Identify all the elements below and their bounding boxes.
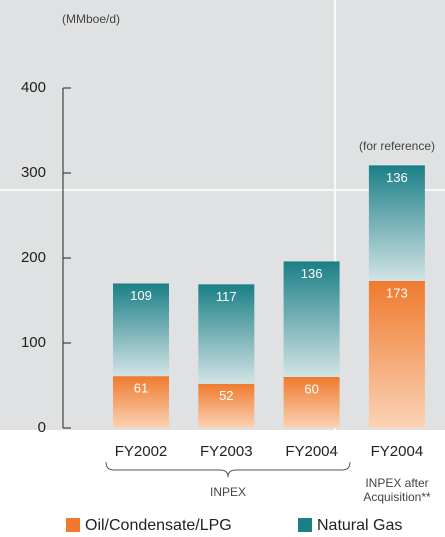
value-label: 52 [219,388,233,403]
bar-segment [368,280,425,428]
value-label: 136 [386,170,408,185]
value-label: 61 [134,381,148,396]
value-label: 109 [130,288,152,303]
bar-segment [198,383,255,428]
x-tick-label: FY2002 [115,443,168,460]
x-tick-label: FY2004 [285,443,338,460]
y-tick-label: 300 [21,164,46,181]
y-tick-label: 200 [21,249,46,266]
legend-swatch [66,518,80,532]
value-label: 136 [301,266,323,281]
legend-label: Oil/Condensate/LPG [85,517,232,534]
legend-label: Natural Gas [317,517,402,534]
brace [105,461,351,478]
legend-swatch [298,518,312,532]
value-label: 60 [304,381,318,396]
bar-segment [113,283,169,377]
acquisition-label: Acquisition** [363,490,431,504]
bar-segment [283,377,340,428]
y-tick-label: 0 [38,419,46,436]
value-label: 173 [386,285,408,300]
bar-segment [113,376,169,428]
x-tick-label: FY2003 [200,443,253,460]
y-tick-label: 100 [21,334,46,351]
bar-segment [198,284,255,384]
reference-label: (for reference) [359,139,435,153]
bar-segment [368,165,425,281]
acquisition-label: INPEX after [365,476,428,490]
x-tick-label: FY2004 [371,443,424,460]
value-label: 117 [216,289,237,304]
y-tick-label: 400 [21,79,46,96]
group-label: INPEX [210,485,246,499]
y-axis-label: (MMboe/d) [62,12,120,26]
bar-segment [283,261,340,377]
